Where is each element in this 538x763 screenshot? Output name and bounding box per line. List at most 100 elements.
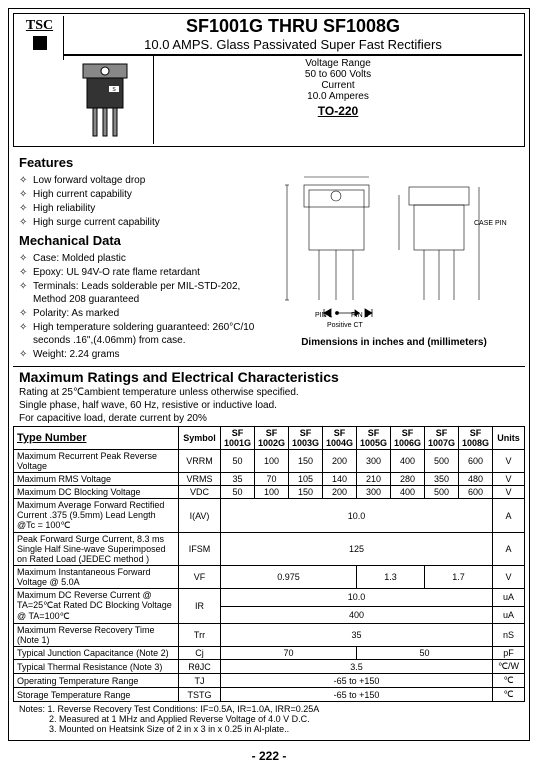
rating-note-1: Rating at 25℃ambient temperature unless … — [13, 387, 525, 400]
notes-block: Notes: 1. Reverse Recovery Test Conditio… — [13, 702, 525, 736]
th-type: Type Number — [14, 427, 179, 450]
th-part: SF 1004G — [323, 427, 357, 450]
logo: TSC — [16, 16, 64, 60]
row-val: 140 — [323, 473, 357, 486]
row-name: Typical Junction Capacitance (Note 2) — [14, 647, 179, 660]
left-column: Features Low forward voltage dropHigh cu… — [13, 147, 263, 366]
row-unit: ℃ — [493, 688, 525, 702]
row-unit: ℃ — [493, 674, 525, 688]
row-val: 50 — [221, 450, 255, 473]
row-sym: RθJC — [179, 660, 221, 674]
row-val: 50 — [357, 647, 493, 660]
mech-item: Terminals: Leads solderable per MIL-STD-… — [19, 280, 257, 306]
row-unit: V — [493, 566, 525, 589]
note-2: 2. Measured at 1 MHz and Applied Reverse… — [49, 714, 310, 724]
row-val: 70 — [255, 473, 289, 486]
row-unit: V — [493, 486, 525, 499]
vr-l4: 10.0 Amperes — [154, 91, 522, 102]
row-name: Storage Temperature Range — [14, 688, 179, 702]
row-val: 3.5 — [221, 660, 493, 674]
row-val: -65 to +150 — [221, 674, 493, 688]
row-val: 300 — [357, 486, 391, 499]
row-name: Maximum Recurrent Peak Reverse Voltage — [14, 450, 179, 473]
feature-item: Low forward voltage drop — [19, 174, 257, 187]
header: TSC SF1001G THRU SF1008G 10.0 AMPS. Glas… — [13, 13, 525, 147]
row-name: Maximum Reverse Recovery Time (Note 1) — [14, 624, 179, 647]
row-sym: Cj — [179, 647, 221, 660]
mech-item: High temperature soldering guaranteed: 2… — [19, 321, 257, 347]
row-unit: A — [493, 533, 525, 566]
row-unit: A — [493, 499, 525, 533]
logo-text: TSC — [26, 18, 53, 34]
mech-item: Epoxy: UL 94V-O rate flame retardant — [19, 266, 257, 279]
row-sym: VRRM — [179, 450, 221, 473]
row-name: Maximum RMS Voltage — [14, 473, 179, 486]
page-number: - 222 - — [0, 749, 538, 763]
row-val: 280 — [391, 473, 425, 486]
voltage-range-block: Voltage Range 50 to 600 Volts Current 10… — [154, 56, 522, 104]
row-val: 35 — [221, 624, 493, 647]
mechanical-heading: Mechanical Data — [19, 233, 257, 248]
row-name: Peak Forward Surge Current, 8.3 ms Singl… — [14, 533, 179, 566]
row-val: 350 — [425, 473, 459, 486]
row-unit: uA — [493, 589, 525, 607]
row-name: Maximum Instantaneous Forward Voltage @ … — [14, 566, 179, 589]
row-val: 400 — [391, 450, 425, 473]
row-val: 70 — [221, 647, 357, 660]
feature-item: High current capability — [19, 188, 257, 201]
th-part: SF 1006G — [391, 427, 425, 450]
row-unit: V — [493, 450, 525, 473]
row-val: 105 — [289, 473, 323, 486]
features-list: Low forward voltage dropHigh current cap… — [19, 174, 257, 229]
th-part: SF 1002G — [255, 427, 289, 450]
row-val: 200 — [323, 450, 357, 473]
row-sym: TJ — [179, 674, 221, 688]
subtitle: 10.0 AMPS. Glass Passivated Super Fast R… — [64, 37, 522, 55]
dim-caption: Dimensions in inches and (millimeters) — [301, 337, 487, 348]
vr-l1: Voltage Range — [154, 58, 522, 69]
vr-l2: 50 to 600 Volts — [154, 69, 522, 80]
row-val: 1.3 — [357, 566, 425, 589]
row-val: 600 — [459, 450, 493, 473]
row-val: 400 — [221, 606, 493, 624]
row-unit: nS — [493, 624, 525, 647]
ratings-table: Type NumberSymbolSF 1001GSF 1002GSF 1003… — [13, 426, 525, 702]
features-heading: Features — [19, 155, 257, 170]
row-unit: uA — [493, 606, 525, 624]
notes-heading: Notes: — [19, 704, 45, 714]
row-name: Maximum DC Blocking Voltage — [14, 486, 179, 499]
package-diagram: PIN 1 PIN 3 Positive CT CASE PIN 2 — [279, 165, 509, 335]
note-1: 1. Reverse Recovery Test Conditions: IF=… — [48, 704, 320, 714]
row-val: 150 — [289, 486, 323, 499]
row-val: 10.0 — [221, 589, 493, 607]
component-image: S — [64, 56, 154, 144]
feature-item: High reliability — [19, 202, 257, 215]
note-3: 3. Mounted on Heatsink Size of 2 in x 3 … — [49, 724, 289, 734]
th-part: SF 1001G — [221, 427, 255, 450]
row-val: 125 — [221, 533, 493, 566]
row-name: Typical Thermal Resistance (Note 3) — [14, 660, 179, 674]
th-units: Units — [493, 427, 525, 450]
svg-text:CASE PIN 2: CASE PIN 2 — [474, 220, 509, 227]
row-sym: TSTG — [179, 688, 221, 702]
row-sym: I(AV) — [179, 499, 221, 533]
row-val: 480 — [459, 473, 493, 486]
rating-note-3: For capacitive load, derate current by 2… — [13, 413, 525, 426]
row-val: 500 — [425, 450, 459, 473]
max-ratings-heading: Maximum Ratings and Electrical Character… — [13, 366, 525, 387]
row-sym: VDC — [179, 486, 221, 499]
mech-item: Weight: 2.24 grams — [19, 348, 257, 361]
row-val: 100 — [255, 450, 289, 473]
row-val: 500 — [425, 486, 459, 499]
vr-l3: Current — [154, 80, 522, 91]
row-unit: ℃/W — [493, 660, 525, 674]
row-sym: IFSM — [179, 533, 221, 566]
row-sym: VF — [179, 566, 221, 589]
row-val: 1.7 — [425, 566, 493, 589]
title: SF1001G THRU SF1008G — [64, 16, 522, 37]
th-part: SF 1007G — [425, 427, 459, 450]
row-val: 100 — [255, 486, 289, 499]
th-part: SF 1003G — [289, 427, 323, 450]
row-val: 300 — [357, 450, 391, 473]
datasheet-page: TSC SF1001G THRU SF1008G 10.0 AMPS. Glas… — [8, 8, 530, 741]
